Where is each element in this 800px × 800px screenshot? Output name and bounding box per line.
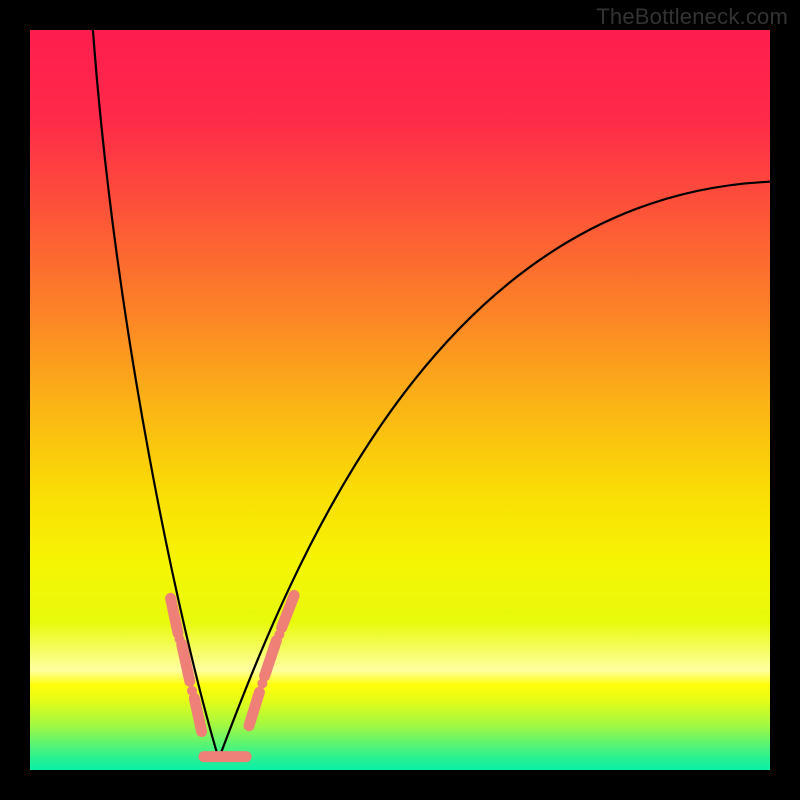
marker-segment [171, 598, 178, 633]
marker-dot [187, 686, 197, 696]
watermark-text: TheBottleneck.com [596, 4, 788, 30]
marker-dot [274, 630, 284, 640]
chart-root: TheBottleneck.com [0, 0, 800, 800]
marker-dot [257, 678, 267, 688]
bottleneck-chart-svg [0, 0, 800, 800]
marker-segment [194, 698, 201, 731]
marker-dot [174, 634, 184, 644]
